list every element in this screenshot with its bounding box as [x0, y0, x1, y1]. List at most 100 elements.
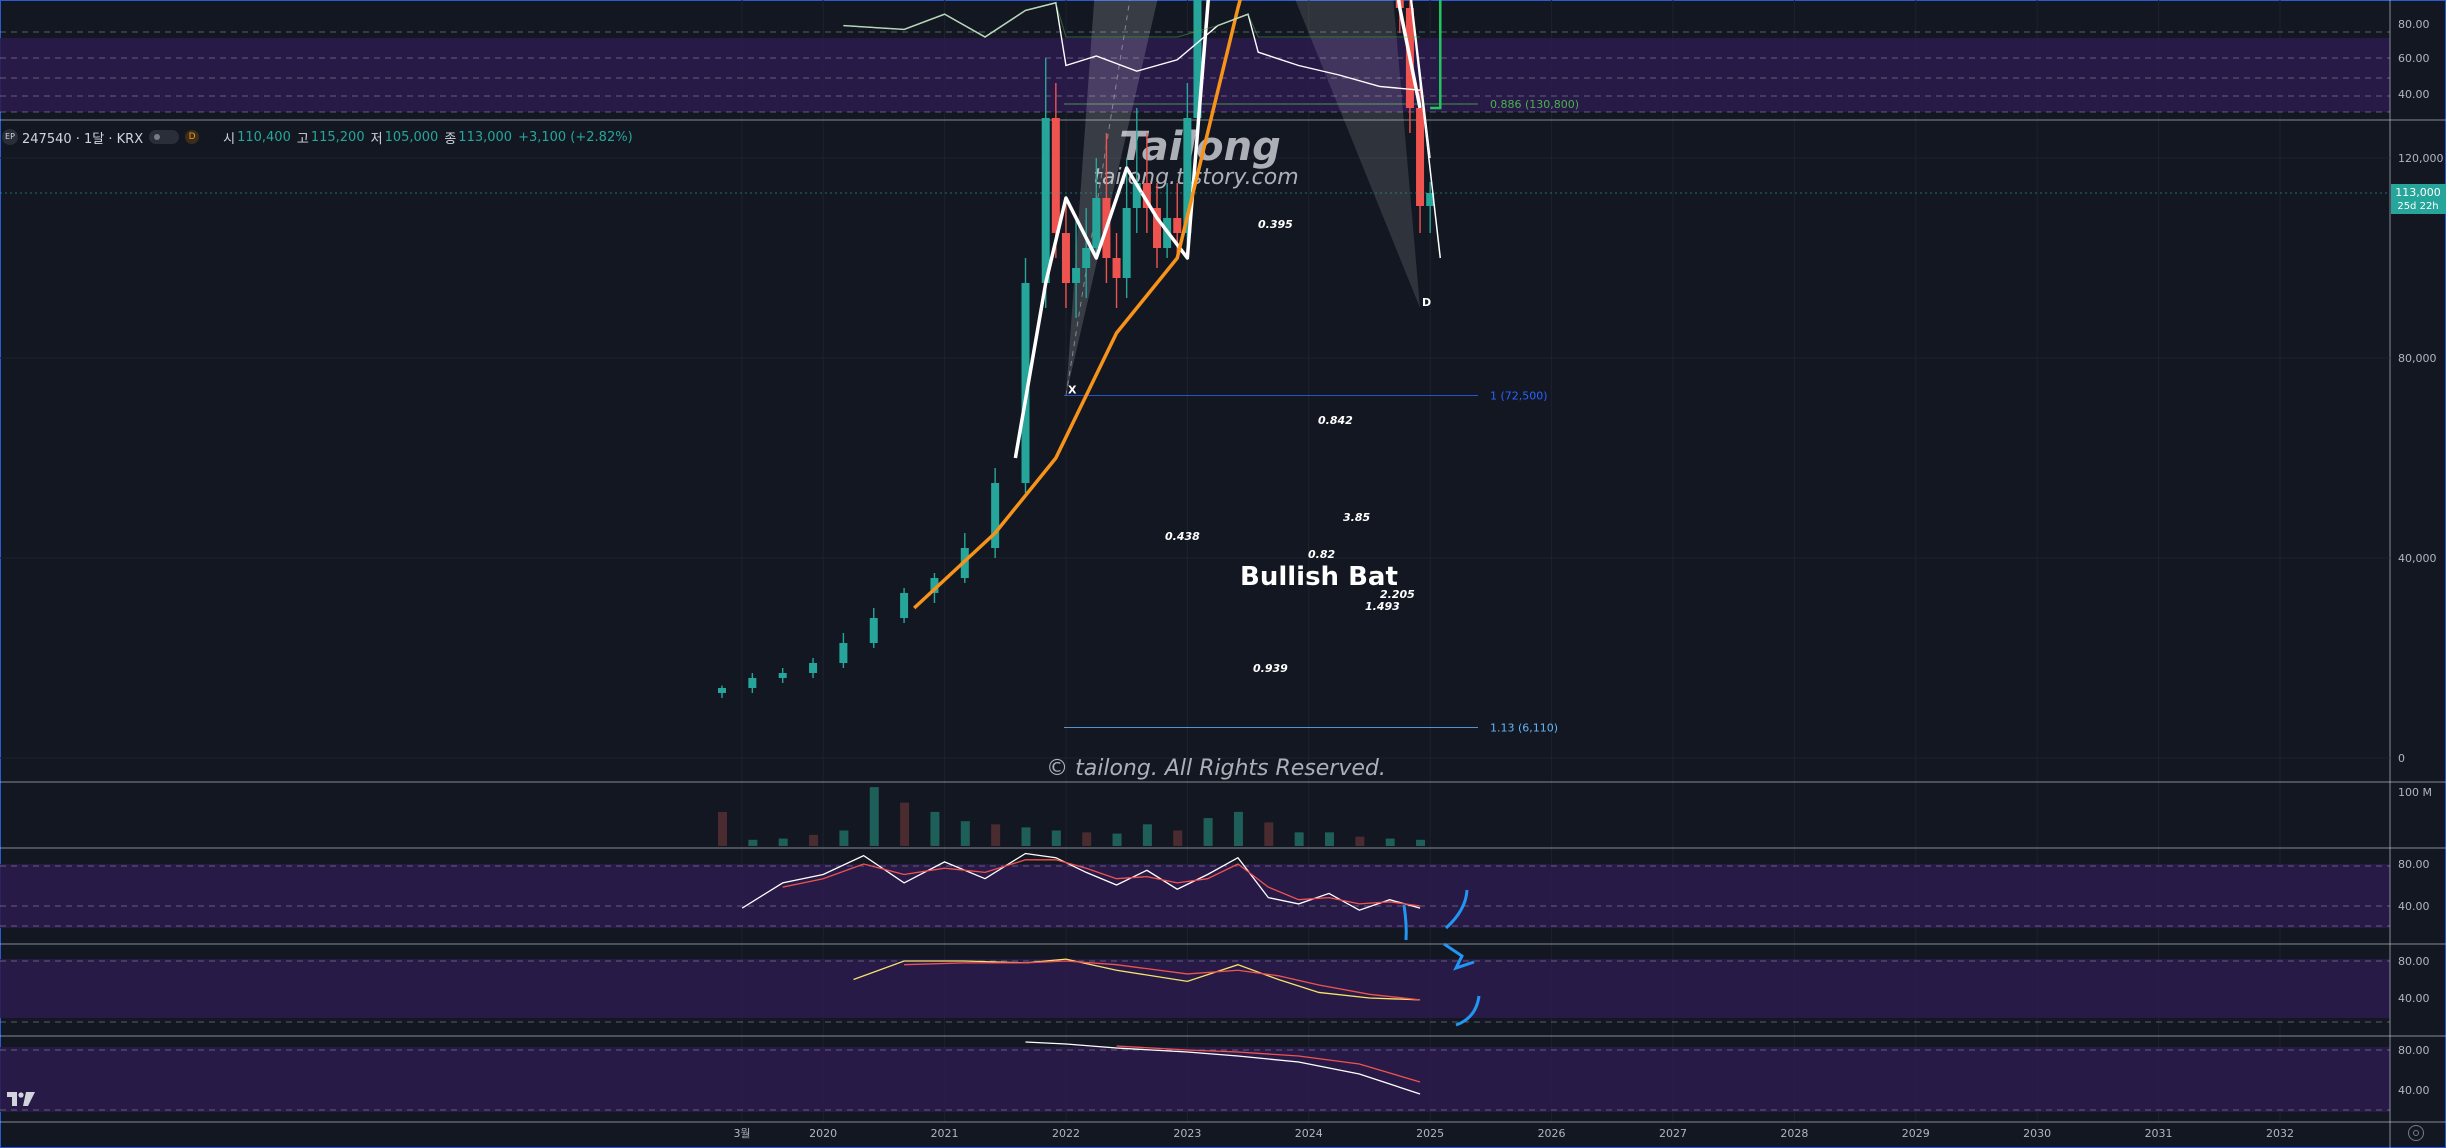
volume-bar	[1264, 822, 1274, 846]
ratio-label: 0.82	[1308, 548, 1335, 561]
pattern-label: Bullish Bat	[1240, 562, 1398, 592]
volume-bar	[809, 834, 819, 846]
harmonic-xab-leg	[1065, 0, 1158, 396]
volume-bar	[1233, 811, 1243, 846]
oscillator-line	[904, 960, 1421, 1001]
volume-bar	[778, 838, 788, 846]
harmonic-point-label: X	[1068, 384, 1077, 397]
x-axis-tick-label: 2026	[1538, 1127, 1566, 1140]
fib-level-label: 0.886 (130,800)	[1490, 98, 1579, 111]
candle-body	[869, 618, 878, 643]
volume-bar	[900, 802, 910, 846]
ticker-label[interactable]: 247540 · 1달 · KRX	[22, 131, 144, 147]
ratio-label: 0.438	[1165, 530, 1200, 543]
x-axis-tick-label: 2022	[1052, 1127, 1080, 1140]
settings-gear-icon[interactable]	[2408, 1125, 2424, 1141]
ratio-label: 3.85	[1343, 511, 1370, 524]
candle-body	[809, 663, 818, 673]
fib-level-label: 1.13 (6,110)	[1490, 721, 1558, 734]
fib-level-label: 1 (72,500)	[1490, 390, 1548, 403]
candle-body	[1041, 118, 1050, 283]
candle-body	[1122, 208, 1131, 278]
candle-body	[1193, 0, 1202, 118]
volume-bar	[1051, 830, 1061, 846]
watermark-copyright: © tailong. All Rights Reserved.	[1046, 756, 1386, 781]
candle-body	[1072, 268, 1081, 283]
y-axis-tick-label: 40,000	[2398, 552, 2437, 565]
candle-body	[1142, 183, 1151, 208]
oscillator-line	[1025, 1041, 1421, 1095]
candle-body	[839, 643, 848, 663]
volume-bar	[869, 787, 879, 846]
volume-bar	[1385, 838, 1395, 846]
high-label: 고	[296, 131, 309, 147]
x-axis-tick-label: 2029	[1902, 1127, 1930, 1140]
candle-body	[991, 483, 1000, 548]
ratio-label: 2.205	[1380, 588, 1415, 601]
oscillator-band	[0, 959, 2390, 1018]
annotation-stroke	[1402, 904, 1408, 941]
low-label: 저	[370, 131, 383, 147]
candle-body	[717, 688, 726, 693]
x-axis-tick-label: 2030	[2023, 1127, 2051, 1140]
x-axis-tick-label: 2021	[931, 1127, 959, 1140]
oscillator-line	[853, 958, 1421, 1001]
x-axis-tick-label: 2032	[2266, 1127, 2294, 1140]
y-axis-tick-label: 80,000	[2398, 352, 2437, 365]
ratio-label: 0.842	[1318, 414, 1353, 427]
short-moving-average-line	[1013, 0, 1422, 459]
harmonic-point-label: D	[1422, 296, 1431, 309]
open-label: 시	[223, 131, 236, 147]
ratio-label: 1.493	[1365, 600, 1400, 613]
ratio-label: 0.939	[1253, 662, 1288, 675]
volume-bar	[1324, 832, 1334, 846]
volume-bar	[1294, 832, 1304, 846]
x-axis-tick-label: 3월	[733, 1127, 750, 1140]
low-value: 105,000	[384, 129, 439, 145]
x-axis-tick-label: 2025	[1416, 1127, 1444, 1140]
volume-bar	[1173, 830, 1183, 846]
volume-bar	[1416, 839, 1426, 846]
symbol-legend: EP 247540 · 1달 · KRX D 시 110,400 고 115,2…	[2, 128, 633, 147]
volume-bar	[839, 830, 849, 846]
oscillator-axis-label: 80.00	[2398, 18, 2430, 31]
candle-body	[1112, 258, 1121, 278]
volume-bar	[1142, 824, 1152, 846]
volume-bar	[1082, 832, 1092, 846]
tradingview-logo-icon[interactable]	[6, 1090, 36, 1108]
candle-body	[1132, 183, 1141, 208]
close-value: 113,000	[458, 129, 513, 145]
harmonic-bcd-leg	[1295, 0, 1421, 308]
annotation-stroke	[1455, 995, 1481, 1027]
oscillator-line	[782, 859, 1421, 907]
x-axis-tick-label: 2031	[2145, 1127, 2173, 1140]
oscillator-axis-label: 40.00	[2398, 992, 2430, 1005]
annotation-stroke	[1443, 942, 1475, 971]
exchange-logo-icon: EP	[2, 129, 18, 145]
oscillator-axis-label: 60.00	[2398, 52, 2430, 65]
candle-body	[1051, 118, 1060, 233]
candle-body	[748, 678, 757, 688]
volume-axis-label: 100 M	[2398, 786, 2432, 799]
volume-bar	[1355, 836, 1365, 846]
volume-bar	[960, 821, 970, 846]
candle-body	[930, 578, 939, 593]
candle-body	[1061, 233, 1070, 283]
dividend-badge[interactable]: D	[185, 130, 200, 144]
oscillator-axis-label: 80.00	[2398, 1044, 2430, 1057]
change-value: +3,100 (+2.82%)	[518, 129, 633, 145]
volume-bar	[1203, 818, 1213, 846]
oscillator-overbought-line	[843, 2, 1421, 38]
x-axis-tick-label: 2020	[809, 1127, 837, 1140]
ratio-label: 0.395	[1258, 218, 1293, 231]
visibility-toggle-icon[interactable]	[149, 130, 180, 144]
x-axis-tick-label: 2028	[1780, 1127, 1808, 1140]
oscillator-line	[741, 852, 1421, 911]
open-value: 110,400	[237, 129, 291, 145]
candle-body	[1082, 248, 1091, 268]
oscillator-axis-label: 40.00	[2398, 1084, 2430, 1097]
y-axis-tick-label: 120,000	[2398, 152, 2444, 165]
